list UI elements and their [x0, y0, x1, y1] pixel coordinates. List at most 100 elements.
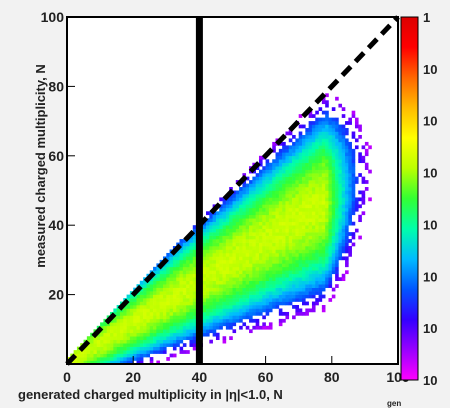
heatmap-cell	[103, 346, 108, 351]
heatmap-cell	[252, 176, 256, 181]
heatmap-cell	[318, 197, 323, 202]
heatmap-cell	[285, 159, 290, 164]
heatmap-cell	[325, 239, 329, 243]
heatmap-cell	[311, 221, 316, 226]
heatmap-cell	[295, 263, 299, 268]
heatmap-cell	[212, 284, 217, 288]
heatmap-cell	[288, 166, 293, 170]
heatmap-cell	[302, 298, 306, 302]
heatmap-cell	[156, 291, 160, 295]
heatmap-cell	[209, 294, 213, 299]
heatmap-cell	[288, 197, 293, 202]
heatmap-cell	[325, 180, 329, 184]
heatmap-cell	[328, 134, 333, 139]
heatmap-cell	[106, 332, 111, 337]
heatmap-cell	[295, 252, 299, 257]
heatmap-cell	[348, 159, 352, 164]
heatmap-cell	[258, 311, 263, 316]
heatmap-cell	[119, 343, 124, 347]
heatmap-cell	[215, 232, 220, 236]
heatmap-cell	[182, 311, 187, 316]
heatmap-cell	[192, 232, 197, 236]
heatmap-cell	[156, 322, 160, 327]
heatmap-cell	[232, 225, 237, 229]
heatmap-cell	[268, 221, 273, 226]
heatmap-cell	[212, 235, 217, 240]
heatmap-cell	[202, 249, 207, 254]
heatmap-cell	[229, 291, 233, 295]
heatmap-cell	[206, 232, 210, 236]
heatmap-cell	[242, 259, 247, 264]
heatmap-cell	[166, 277, 170, 282]
heatmap-cell	[348, 141, 352, 146]
heatmap-cell	[189, 242, 194, 247]
heatmap-cell	[311, 273, 316, 278]
heatmap-cell	[229, 252, 233, 257]
heatmap-cell	[282, 180, 286, 184]
heatmap-cell	[278, 225, 283, 229]
heatmap-cell	[275, 270, 280, 275]
heatmap-cell	[272, 305, 276, 309]
heatmap-cell	[156, 311, 160, 316]
heatmap-cell	[215, 225, 220, 229]
heatmap-cell	[262, 183, 266, 188]
heatmap-cell	[311, 249, 316, 254]
heatmap-cell	[149, 346, 154, 351]
heatmap-cell	[331, 141, 336, 146]
heatmap-cell	[126, 360, 131, 365]
heatmap-cell	[318, 232, 323, 236]
heatmap-cell	[302, 239, 306, 243]
heatmap-cell	[338, 180, 343, 184]
heatmap-cell	[235, 311, 240, 316]
heatmap-cell	[325, 204, 329, 209]
heatmap-cell	[176, 287, 180, 292]
heatmap-cell	[255, 190, 260, 195]
heatmap-cell	[302, 138, 306, 143]
heatmap-cell	[245, 204, 250, 209]
heatmap-cell	[295, 246, 299, 250]
heatmap-cell	[206, 221, 210, 226]
heatmap-cell	[229, 204, 233, 209]
heatmap-cell	[166, 336, 170, 341]
heatmap-cell	[206, 228, 210, 233]
heatmap-cell	[192, 280, 197, 285]
heatmap-cell	[308, 131, 313, 136]
heatmap-cell	[298, 239, 303, 243]
heatmap-cell	[219, 291, 223, 295]
heatmap-cell	[192, 315, 197, 320]
heatmap-cell	[186, 325, 190, 330]
heatmap-cell	[242, 308, 247, 313]
heatmap-cell	[338, 166, 343, 170]
heatmap-cell	[292, 291, 296, 295]
heatmap-cell	[331, 197, 336, 202]
heatmap-cell	[176, 277, 180, 282]
heatmap-cell	[73, 360, 78, 365]
heatmap-cell	[288, 242, 293, 247]
heatmap-cell	[239, 256, 243, 261]
heatmap-cell	[166, 280, 170, 285]
heatmap-cell	[331, 294, 336, 299]
heatmap-cell	[225, 225, 230, 229]
heatmap-cell	[110, 322, 114, 327]
heatmap-cell	[159, 301, 164, 306]
heatmap-cell	[292, 145, 296, 150]
heatmap-cell	[308, 214, 313, 219]
heatmap-cell	[302, 301, 306, 306]
heatmap-cell	[328, 207, 333, 212]
heatmap-cell	[282, 298, 286, 302]
heatmap-cell	[298, 252, 303, 257]
heatmap-cell	[328, 131, 333, 136]
heatmap-cell	[321, 159, 326, 164]
heatmap-cell	[351, 173, 356, 177]
heatmap-cell	[149, 294, 154, 299]
heatmap-cell	[172, 294, 177, 299]
heatmap-cell	[302, 252, 306, 257]
heatmap-cell	[278, 277, 283, 282]
heatmap-cell	[315, 162, 319, 167]
heatmap-cell	[335, 128, 339, 132]
heatmap-cell	[252, 214, 256, 219]
heatmap-cell	[331, 235, 336, 240]
heatmap-cell	[288, 131, 293, 136]
heatmap-cell	[123, 336, 127, 341]
heatmap-cell	[96, 336, 101, 341]
